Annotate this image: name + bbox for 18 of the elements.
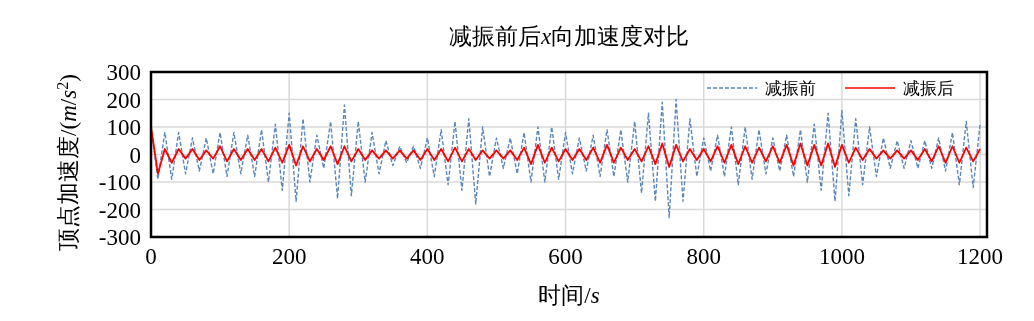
y-tick-label: 0: [129, 142, 141, 168]
x-axis-title: 时间/s: [538, 283, 600, 308]
y-tick-label: -100: [98, 170, 141, 195]
chart-title: 减振前后x向加速度对比: [448, 24, 690, 49]
y-tick-label: 300: [106, 60, 141, 85]
x-tick-label: 800: [686, 244, 721, 269]
y-tick-label: 200: [106, 87, 141, 113]
y-tick-label: -300: [98, 225, 141, 250]
legend-label: 减振后: [903, 79, 954, 98]
legend-label: 减振前: [765, 79, 816, 98]
x-tick-label: 200: [271, 244, 307, 269]
y-tick-label: -200: [98, 197, 141, 223]
x-tick-label: 1200: [957, 244, 1004, 269]
x-tick-label: 0: [145, 244, 157, 269]
x-tick-label: 1000: [818, 244, 865, 269]
x-tick-label: 400: [410, 244, 445, 269]
y-tick-label: 100: [106, 115, 141, 140]
x-tick-label: 600: [548, 244, 583, 269]
